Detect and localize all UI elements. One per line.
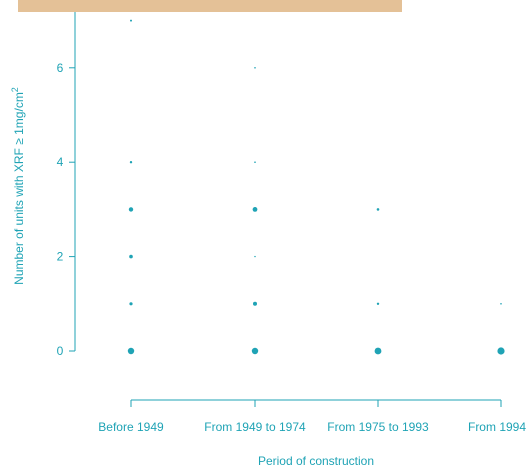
data-point	[254, 255, 256, 258]
top-header-band	[18, 0, 402, 12]
data-point	[254, 67, 256, 69]
data-point	[500, 303, 502, 305]
data-point	[129, 302, 133, 306]
data-point	[252, 207, 258, 212]
y-axis-title: Number of units with XRF ≥ 1mg/cm2	[10, 87, 26, 285]
data-point	[128, 207, 134, 212]
y-tick-label: 4	[57, 155, 64, 169]
y-axis: 0 2 4 6	[57, 12, 76, 358]
data-point	[497, 347, 505, 355]
data-point	[376, 302, 380, 305]
data-point	[376, 208, 380, 211]
data-point	[130, 19, 132, 22]
x-tick-label: Before 1949	[98, 420, 164, 434]
y-axis-title-superscript: 2	[10, 87, 20, 92]
data-point	[254, 161, 256, 163]
data-point	[374, 347, 382, 355]
x-tick-label: From 1975 to 1993	[327, 420, 429, 434]
data-point	[253, 301, 257, 306]
y-axis-title-main: Number of units with XRF ≥ 1mg/cm	[12, 92, 26, 285]
y-tick-label: 6	[57, 61, 64, 75]
x-tick-label: From 1949 to 1974	[204, 420, 306, 434]
data-point	[251, 347, 259, 355]
x-axis: Before 1949 From 1949 to 1974 From 1975 to…	[98, 399, 526, 434]
data-points	[127, 19, 505, 355]
x-tick-label: From 1994	[468, 420, 526, 434]
y-tick-label: 0	[57, 344, 64, 358]
x-axis-title: Period of construction	[258, 454, 374, 466]
data-point	[129, 161, 133, 164]
data-point	[129, 254, 133, 259]
data-point	[127, 347, 135, 355]
y-tick-label: 2	[57, 250, 64, 264]
